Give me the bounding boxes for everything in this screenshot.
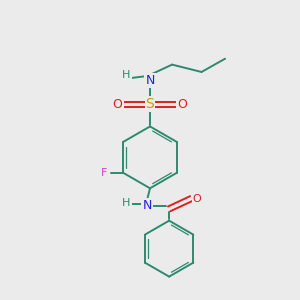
Text: O: O	[178, 98, 187, 111]
Text: F: F	[101, 168, 107, 178]
Text: N: N	[142, 200, 152, 212]
Text: N: N	[145, 74, 155, 87]
Text: O: O	[193, 194, 202, 204]
Text: H: H	[122, 70, 130, 80]
Text: S: S	[146, 98, 154, 111]
Text: H: H	[122, 198, 130, 208]
Text: O: O	[113, 98, 122, 111]
